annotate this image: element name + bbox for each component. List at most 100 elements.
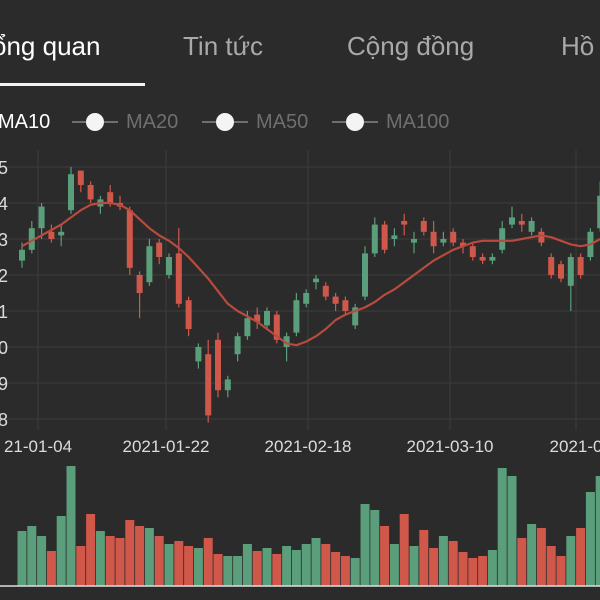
y-tick-label: 4 bbox=[0, 194, 8, 214]
candle-body bbox=[77, 170, 84, 185]
candle-body bbox=[489, 257, 496, 261]
candle-body bbox=[371, 224, 378, 254]
x-tick-label: 2021-0 bbox=[550, 437, 600, 456]
candle-body bbox=[597, 195, 600, 229]
y-tick-label: 1 bbox=[0, 302, 8, 322]
candle-body bbox=[166, 257, 172, 275]
candle-body bbox=[322, 285, 329, 297]
volume-bar bbox=[56, 516, 66, 586]
candle-body bbox=[381, 224, 388, 250]
volume-bar bbox=[497, 468, 507, 586]
y-tick-label: 5 bbox=[0, 158, 8, 178]
candle-body bbox=[479, 257, 486, 261]
volume-bar bbox=[282, 546, 292, 586]
candle-body bbox=[68, 174, 74, 211]
candle-body bbox=[303, 293, 310, 304]
candle-body bbox=[411, 239, 417, 243]
volume-bar bbox=[252, 551, 262, 586]
candle-body bbox=[362, 253, 368, 297]
volume-bar bbox=[242, 544, 252, 586]
volume-bar bbox=[135, 526, 145, 586]
candle-body bbox=[469, 246, 476, 257]
candle-body bbox=[420, 221, 427, 232]
legend-label-ma10: MA10 bbox=[0, 111, 51, 133]
volume-bar bbox=[144, 528, 154, 586]
candle-body bbox=[126, 210, 133, 268]
volume-bar bbox=[360, 504, 370, 586]
x-tick-label: 2021-01-22 bbox=[123, 437, 210, 456]
candle-body bbox=[254, 314, 261, 322]
candle-body bbox=[528, 221, 535, 232]
volume-bar bbox=[517, 538, 527, 586]
volume-bar bbox=[66, 466, 76, 586]
volume-bar bbox=[399, 514, 409, 586]
volume-bar bbox=[321, 544, 331, 586]
volume-bar bbox=[291, 550, 301, 586]
candle-body bbox=[460, 242, 466, 247]
y-tick-label: 0 bbox=[0, 338, 8, 358]
legend-dot-icon bbox=[216, 113, 234, 131]
volume-bar bbox=[105, 536, 115, 586]
volume-bar bbox=[585, 492, 595, 586]
candle-body bbox=[156, 242, 163, 257]
volume-bar bbox=[380, 526, 390, 586]
candle-body bbox=[195, 347, 202, 362]
candle-body bbox=[538, 231, 545, 243]
volume-bar bbox=[340, 556, 350, 586]
volume-bar bbox=[438, 536, 448, 586]
candle-body bbox=[136, 275, 143, 293]
candle-body bbox=[19, 249, 25, 261]
candle-body bbox=[48, 231, 55, 239]
candle-body bbox=[215, 339, 221, 391]
volume-bar bbox=[213, 554, 223, 586]
y-tick-label: 2 bbox=[0, 266, 8, 286]
volume-bar bbox=[595, 476, 600, 586]
candle-body bbox=[87, 185, 94, 200]
volume-bar bbox=[448, 541, 458, 586]
candle-body bbox=[450, 231, 457, 243]
y-tick-label: 8 bbox=[0, 410, 8, 430]
volume-bar bbox=[223, 556, 233, 586]
volume-bar bbox=[301, 544, 311, 586]
tab-profile[interactable]: Hồ bbox=[561, 31, 595, 61]
x-tick-label: 2021-03-10 bbox=[407, 437, 494, 456]
volume-bar bbox=[272, 554, 282, 586]
candle-body bbox=[499, 228, 506, 250]
legend-label-ma50: MA50 bbox=[256, 111, 309, 133]
volume-bar bbox=[566, 536, 576, 586]
candle-body bbox=[283, 336, 290, 347]
candle-body bbox=[107, 192, 114, 203]
candle-body bbox=[401, 221, 408, 225]
tab-overview[interactable]: ổng quan bbox=[0, 31, 101, 61]
candle-body bbox=[332, 296, 339, 304]
volume-bar bbox=[154, 536, 164, 586]
volume-bar bbox=[536, 528, 546, 586]
volume-bar bbox=[409, 546, 419, 586]
volume-bar bbox=[478, 556, 488, 586]
candle-body bbox=[28, 228, 35, 250]
volume-bar bbox=[115, 538, 125, 586]
volume-bar bbox=[311, 538, 321, 586]
candle-body bbox=[440, 239, 447, 243]
candle-body bbox=[175, 253, 182, 304]
volume-bar bbox=[46, 551, 56, 586]
candle-body bbox=[342, 300, 349, 311]
volume-bar bbox=[37, 536, 47, 586]
volume-bar bbox=[527, 524, 537, 586]
volume-bar bbox=[174, 541, 184, 586]
volume-bar bbox=[76, 546, 86, 586]
volume-bar bbox=[95, 531, 105, 586]
candle-body bbox=[430, 231, 437, 247]
candle-body bbox=[518, 221, 525, 225]
tab-community[interactable]: Cộng đồng bbox=[347, 31, 475, 61]
volume-bar bbox=[468, 558, 478, 586]
candle-body bbox=[558, 264, 564, 279]
volume-bar bbox=[233, 556, 243, 586]
x-tick-label: 2021-02-18 bbox=[265, 437, 352, 456]
candle-body bbox=[38, 206, 45, 229]
candle-body bbox=[293, 300, 300, 333]
tab-news[interactable]: Tin tức bbox=[183, 31, 264, 61]
volume-bar bbox=[576, 528, 586, 586]
candle-body bbox=[273, 314, 280, 340]
